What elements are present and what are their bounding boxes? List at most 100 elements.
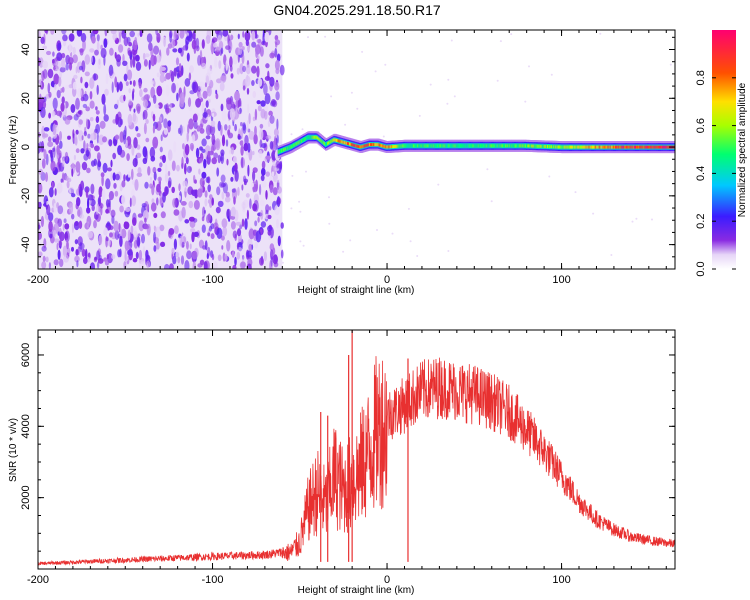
noise-cell: [137, 167, 142, 175]
noise-cell: [42, 100, 47, 109]
noise-cell: [199, 158, 203, 164]
noise-speck: [610, 254, 613, 256]
snr-y-axis-label: SNR (10 * v/v): [8, 418, 19, 482]
noise-cell: [199, 123, 203, 130]
noise-cell: [93, 220, 97, 229]
noise-cell: [215, 89, 218, 95]
noise-cell: [136, 133, 141, 138]
noise-cell: [40, 36, 45, 45]
noise-cell: [78, 220, 83, 229]
noise-cell: [125, 207, 131, 213]
noise-cell: [52, 123, 57, 136]
noise-cell: [76, 260, 79, 268]
noise-cell: [75, 249, 79, 256]
noise-cell: [112, 119, 117, 124]
noise-cell: [244, 30, 251, 42]
noise-cell: [216, 227, 223, 239]
noise-cell: [199, 81, 205, 90]
noise-speck: [374, 70, 377, 73]
noise-cell: [220, 103, 224, 112]
noise-cell: [167, 149, 173, 161]
noise-cell: [224, 196, 231, 203]
noise-cell: [202, 206, 206, 218]
noise-cell: [170, 71, 175, 83]
noise-cell: [241, 53, 245, 65]
noise-cell: [188, 118, 194, 130]
noise-cell: [211, 133, 216, 146]
noise-cell: [87, 194, 94, 201]
noise-speck: [281, 261, 284, 264]
noise-cell: [153, 245, 157, 252]
noise-cell: [78, 242, 85, 250]
noise-cell: [159, 73, 165, 83]
noise-cell: [239, 261, 246, 269]
noise-cell: [103, 38, 108, 48]
noise-cell: [90, 262, 95, 269]
noise-cell: [275, 91, 280, 101]
noise-cell: [97, 197, 100, 205]
noise-cell: [63, 254, 70, 263]
noise-cell: [192, 113, 198, 123]
noise-cell: [71, 193, 76, 198]
noise-cell: [143, 122, 147, 135]
noise-speck: [302, 244, 305, 247]
noise-cell: [76, 197, 81, 207]
noise-cell: [151, 198, 155, 204]
noise-cell: [269, 184, 274, 193]
noise-cell: [127, 142, 132, 150]
noise-cell: [196, 188, 203, 198]
noise-cell: [134, 179, 139, 191]
noise-cell: [260, 174, 265, 182]
noise-cell: [204, 240, 208, 251]
noise-cell: [131, 145, 135, 156]
noise-cell: [251, 41, 257, 48]
noise-cell: [90, 160, 96, 167]
noise-speck: [524, 100, 527, 103]
noise-cell: [217, 120, 221, 132]
noise-cell: [267, 225, 273, 232]
noise-cell: [80, 214, 85, 220]
noise-cell: [233, 156, 237, 163]
noise-cell: [202, 112, 208, 118]
noise-cell: [245, 64, 251, 75]
noise-cell: [53, 73, 60, 85]
noise-cell: [247, 164, 250, 177]
noise-cell: [175, 57, 180, 66]
noise-cell: [234, 256, 237, 266]
noise-cell: [50, 160, 56, 172]
noise-cell: [78, 119, 83, 125]
noise-cell: [90, 55, 93, 64]
noise-speck: [290, 207, 293, 210]
noise-cell: [271, 171, 275, 177]
noise-cell: [153, 231, 156, 244]
noise-cell: [86, 207, 91, 214]
noise-cell: [89, 48, 95, 53]
noise-cell: [276, 53, 281, 62]
noise-cell: [53, 202, 57, 214]
noise-cell: [206, 85, 212, 97]
noise-cell: [240, 122, 243, 127]
noise-cell: [95, 116, 100, 123]
noise-cell: [52, 97, 58, 110]
noise-cell: [135, 54, 140, 62]
noise-cell: [261, 160, 266, 169]
noise-cell: [57, 218, 62, 227]
noise-cell: [48, 175, 51, 185]
noise-speck: [301, 128, 304, 131]
noise-cell: [81, 248, 86, 257]
noise-cell: [273, 261, 279, 268]
noise-cell: [182, 143, 185, 150]
noise-cell: [119, 226, 123, 239]
noise-cell: [43, 238, 47, 249]
noise-cell: [165, 72, 171, 80]
noise-cell: [150, 47, 154, 57]
noise-cell: [71, 213, 75, 220]
noise-cell: [171, 247, 175, 255]
noise-cell: [142, 246, 146, 255]
noise-cell: [52, 59, 55, 64]
noise-cell: [276, 118, 279, 130]
noise-speck: [450, 39, 453, 42]
noise-cell: [86, 118, 88, 129]
noise-cell: [89, 77, 95, 89]
noise-cell: [128, 88, 132, 94]
